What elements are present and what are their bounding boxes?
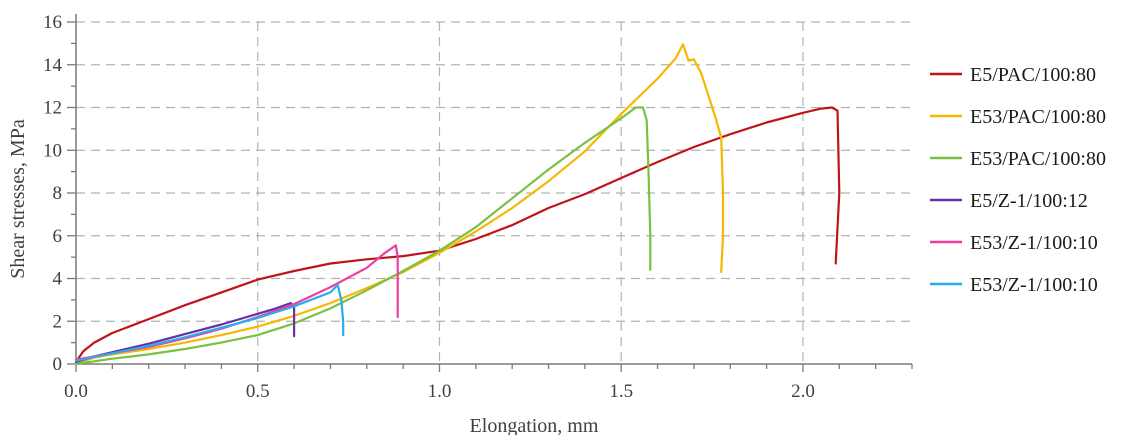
y-tick-label: 0 [53, 354, 63, 375]
legend-label: E5/Z-1/100:12 [970, 190, 1088, 212]
y-tick-label: 16 [43, 12, 62, 33]
legend-label: E53/PAC/100:80 [970, 106, 1106, 128]
y-axis-title: Shear stresses, MPa [7, 119, 29, 279]
y-tick-label: 14 [43, 55, 63, 76]
series-line [74, 244, 399, 361]
y-tick-label: 6 [53, 226, 63, 247]
series-lines [74, 43, 841, 366]
x-axis-title: Elongation, mm [470, 415, 599, 435]
series-line [74, 106, 841, 363]
y-tick-label: 2 [53, 311, 63, 332]
y-tick-label: 10 [43, 140, 62, 161]
x-tick-label: 0.0 [64, 381, 88, 402]
tick-labels: 0 2 4 6 8 10 12 14 16 0.0 0.5 1.0 1.5 2.0 [43, 12, 815, 402]
y-tick-label: 8 [53, 183, 63, 204]
x-tick-label: 0.5 [246, 381, 270, 402]
legend-label: E53/Z-1/100:10 [970, 274, 1098, 296]
x-tick-label: 1.5 [609, 381, 633, 402]
series-line [74, 43, 725, 366]
x-tick-label: 2.0 [791, 381, 815, 402]
grid [76, 21, 912, 364]
legend-label: E53/PAC/100:80 [970, 148, 1106, 170]
y-tick-label: 4 [53, 269, 63, 290]
legend-label: E53/Z-1/100:10 [970, 232, 1098, 254]
series-line [74, 283, 345, 362]
y-tick-label: 12 [43, 98, 62, 119]
x-tick-label: 1.0 [428, 381, 452, 402]
series-line [74, 106, 652, 366]
legend: E5/PAC/100:80 E53/PAC/100:80 E53/PAC/100:8… [930, 64, 1106, 296]
axes [67, 14, 913, 372]
legend-label: E5/PAC/100:80 [970, 64, 1096, 86]
